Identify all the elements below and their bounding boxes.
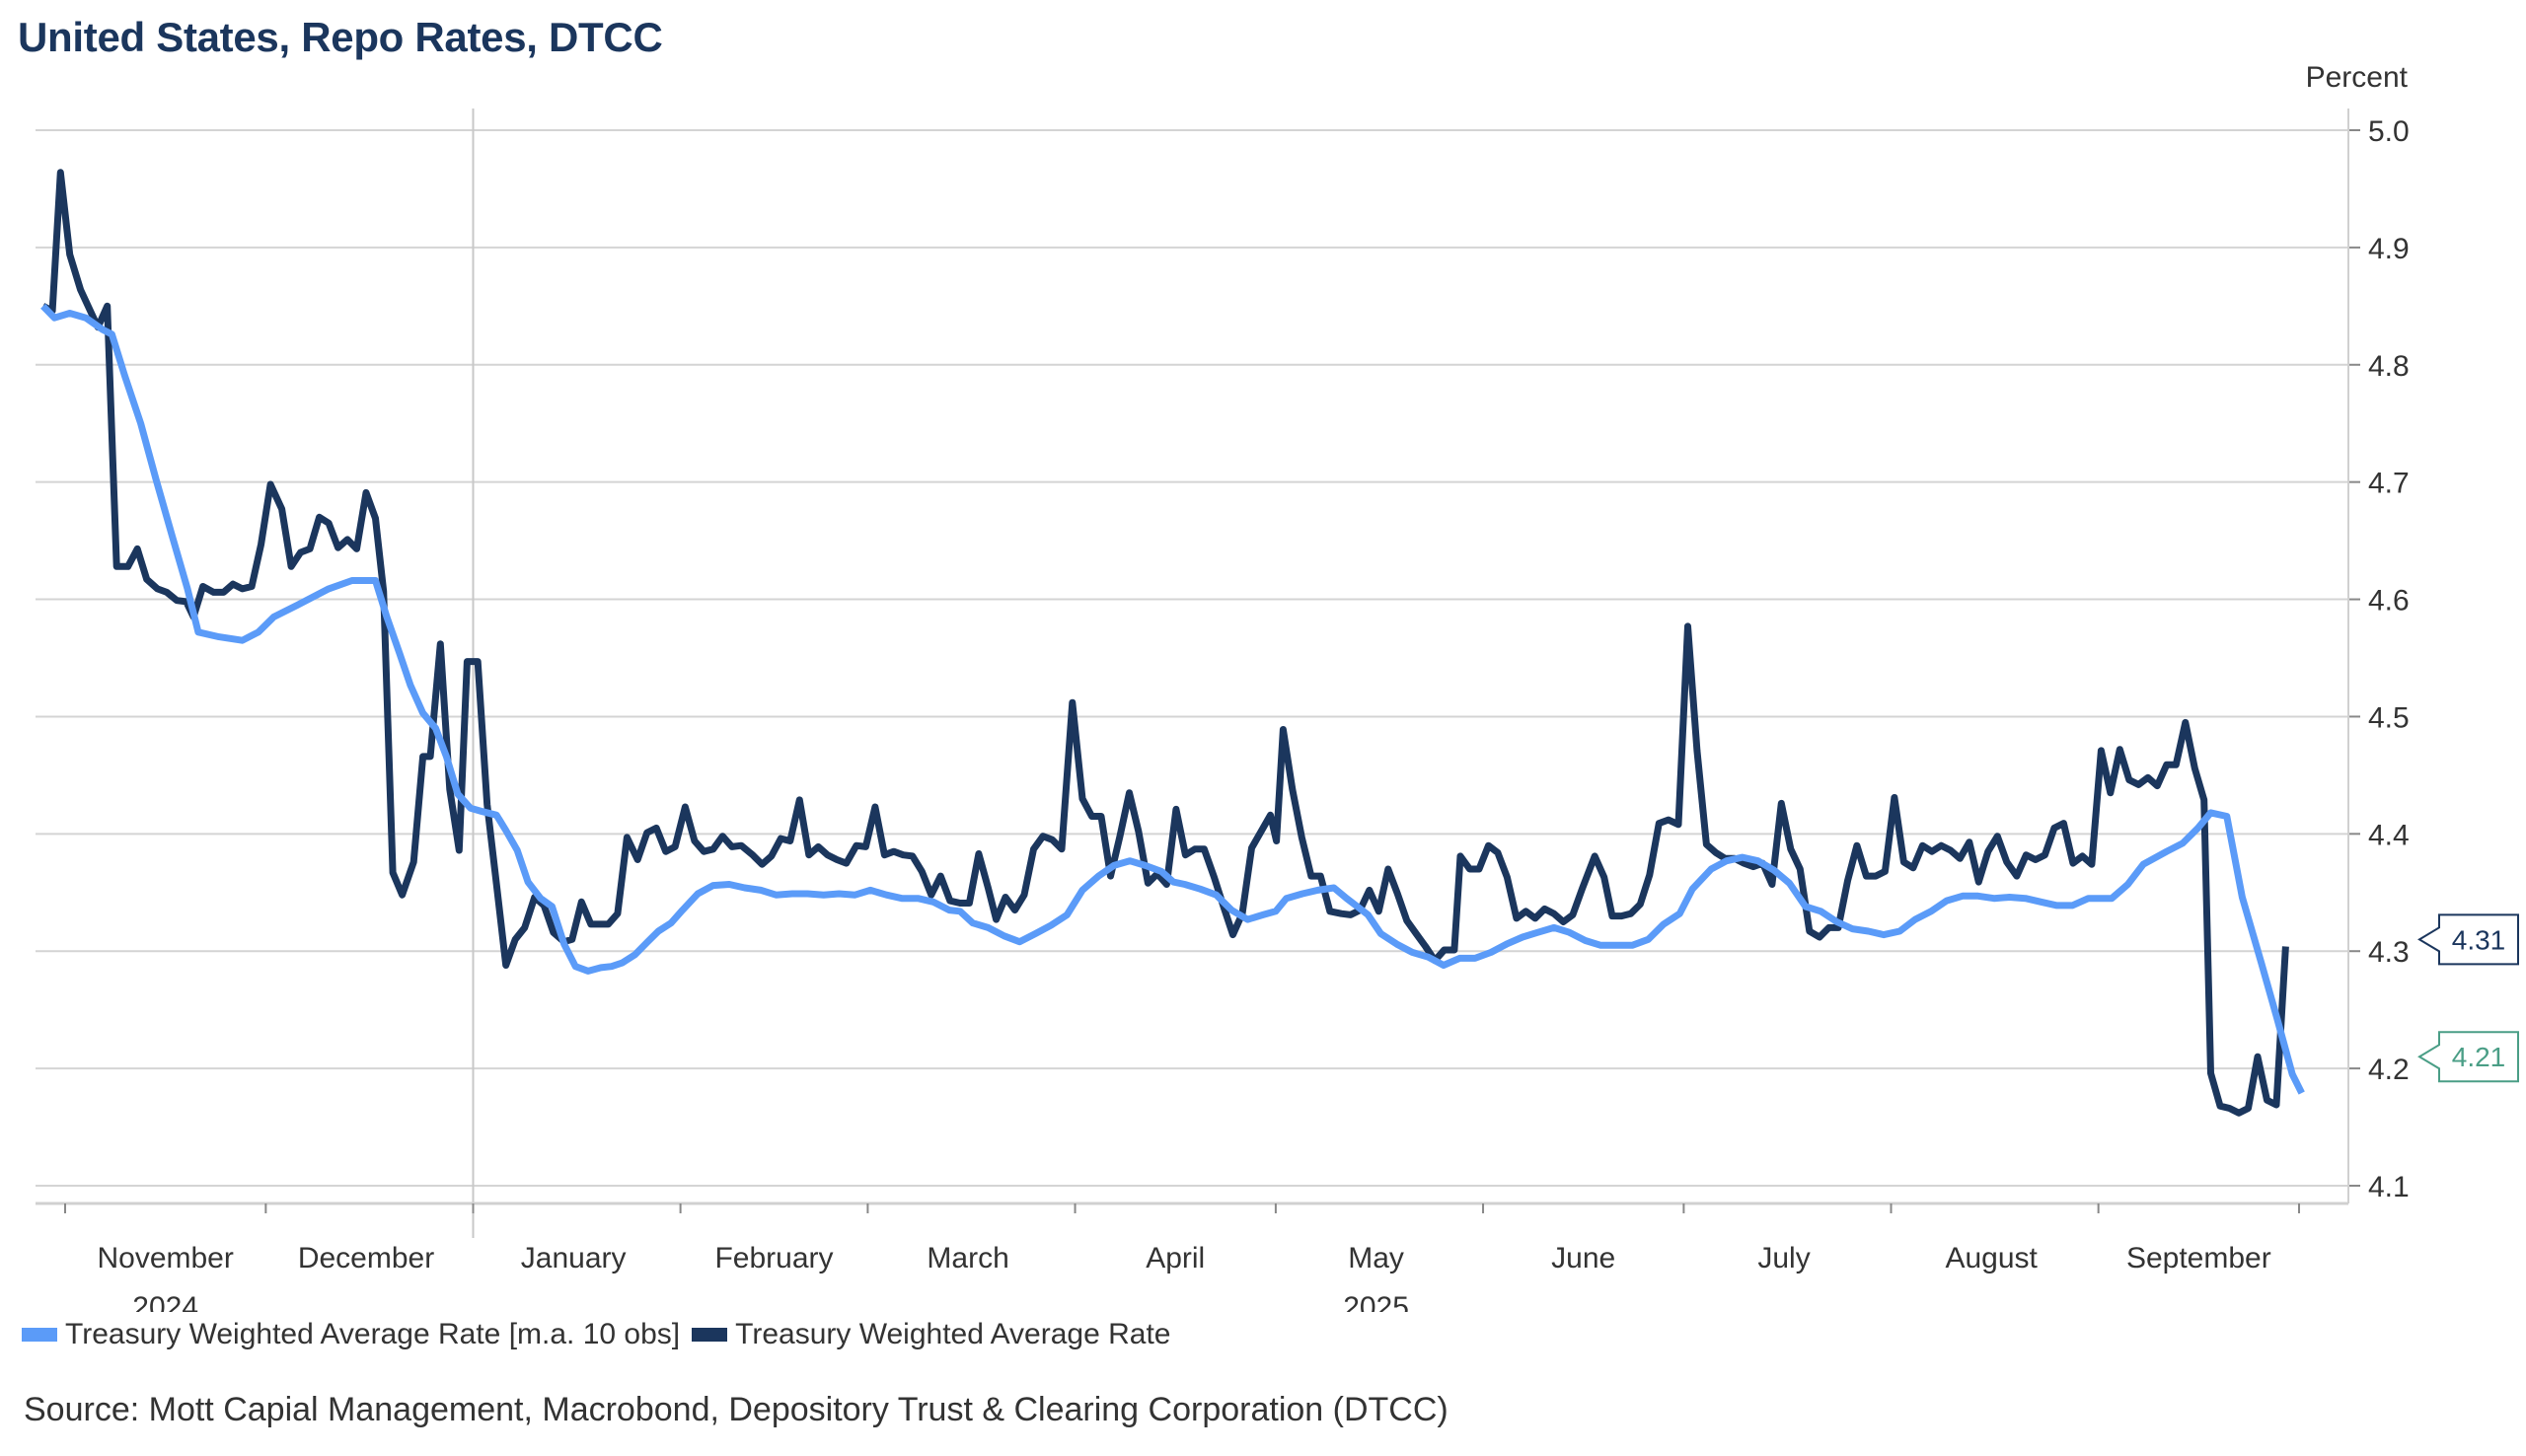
- axes: [36, 109, 2360, 1213]
- chart-title: United States, Repo Rates, DTCC: [18, 14, 663, 60]
- y-tick-label: 4.6: [2368, 585, 2410, 618]
- x-tick-label: January: [521, 1242, 627, 1274]
- year-label: 2024: [132, 1291, 198, 1312]
- x-tick-label: February: [714, 1242, 833, 1274]
- x-tick-label: December: [298, 1242, 434, 1274]
- legend-item-weighted-average: Treasury Weighted Average Rate: [692, 1318, 1170, 1351]
- y-tick-label: 4.7: [2368, 468, 2410, 500]
- x-tick-label: August: [1945, 1242, 2038, 1274]
- x-tick-label: April: [1146, 1242, 1205, 1274]
- year-label: 2025: [1343, 1291, 1409, 1312]
- callout-value: 4.31: [2452, 924, 2506, 955]
- x-tick-label: November: [97, 1242, 233, 1274]
- end-label-moving-average: 4.21: [2417, 1031, 2519, 1083]
- legend: Treasury Weighted Average Rate [m.a. 10 …: [22, 1318, 1182, 1351]
- legend-item-moving-average: Treasury Weighted Average Rate [m.a. 10 …: [22, 1318, 680, 1351]
- legend-swatch-weighted-average: [692, 1328, 728, 1342]
- x-tick-label: July: [1757, 1242, 1810, 1274]
- y-tick-label: 4.9: [2368, 233, 2410, 265]
- y-tick-label: 4.1: [2368, 1171, 2410, 1203]
- end-label-weighted-average: 4.31: [2417, 913, 2519, 966]
- y-tick-label: 4.5: [2368, 701, 2410, 734]
- x-tick-label: March: [927, 1242, 1008, 1274]
- series-line-moving-average: [40, 303, 2305, 1095]
- y-tick-label: 4.4: [2368, 819, 2410, 851]
- y-tick-label: 4.3: [2368, 936, 2410, 969]
- callout-box: [2417, 913, 2519, 966]
- series-lines: [40, 169, 2305, 1117]
- line-chart: 5.0 4.9 4.8 4.7 4.6 4.5 4.4 4.3 4.2 4.1 November De…: [36, 61, 2519, 1312]
- x-tick-label: May: [1348, 1242, 1404, 1274]
- x-tick-label: June: [1551, 1242, 1615, 1274]
- y-axis-label: Percent: [2306, 61, 2409, 94]
- y-tick-label: 4.8: [2368, 350, 2410, 383]
- source-note: Source: Mott Capial Management, Macrobon…: [24, 1391, 1449, 1428]
- legend-label-moving-average: Treasury Weighted Average Rate [m.a. 10 …: [65, 1318, 681, 1350]
- legend-swatch-moving-average: [22, 1328, 57, 1342]
- series-line-weighted-average: [41, 169, 2289, 1117]
- y-tick-label: 5.0: [2368, 115, 2410, 148]
- y-tick-label: 4.2: [2368, 1054, 2410, 1086]
- x-tick-label: September: [2126, 1242, 2271, 1274]
- callout-box: [2417, 1031, 2519, 1083]
- axis-labels: 5.0 4.9 4.8 4.7 4.6 4.5 4.4 4.3 4.2 4.1 November De…: [97, 115, 2519, 1312]
- legend-label-weighted-average: Treasury Weighted Average Rate: [735, 1318, 1171, 1350]
- gridlines: [36, 109, 2348, 1238]
- callout-value: 4.21: [2452, 1042, 2506, 1072]
